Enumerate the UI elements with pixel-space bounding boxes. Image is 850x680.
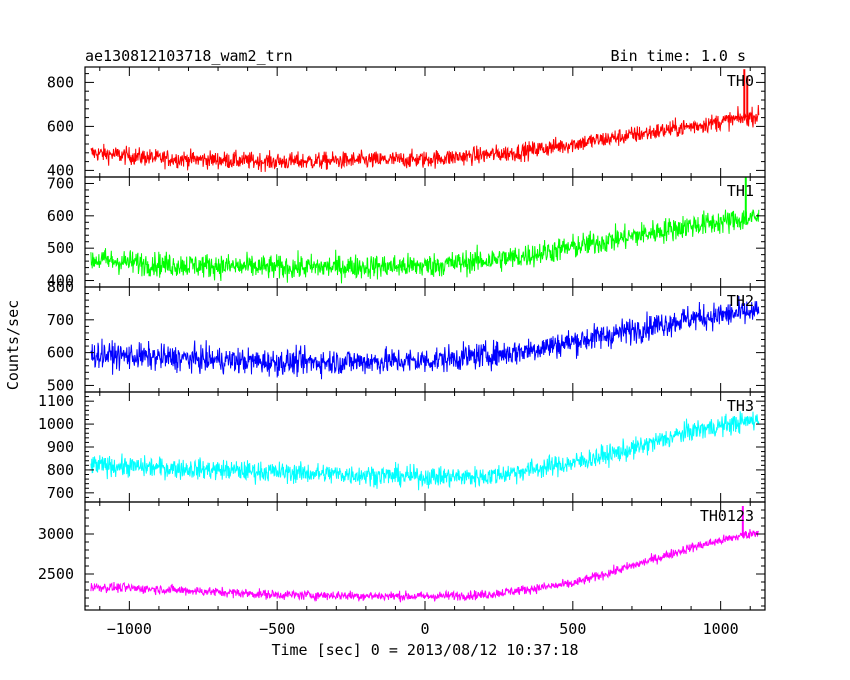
- panel-frame: [84, 391, 766, 503]
- series-line-th0123: [90, 529, 760, 603]
- panels-group: 400 600 800 TH0 400 500 600 700 TH1 500 600 700 800 T…: [38, 66, 766, 638]
- y-tick-label: 1100: [38, 392, 74, 410]
- x-tick-label: −1000: [107, 620, 152, 638]
- y-tick-label: 400: [47, 272, 74, 290]
- x-axis-label: Time [sec] 0 = 2013/08/12 10:37:18: [271, 641, 578, 659]
- y-tick-label: 3000: [38, 525, 74, 543]
- y-tick-label: 800: [47, 73, 74, 91]
- y-tick-label: 700: [47, 174, 74, 192]
- y-tick-label: 600: [47, 344, 74, 362]
- panel-label: TH2: [727, 292, 754, 310]
- panel-frame: [84, 286, 766, 393]
- panel-th0: 400 600 800 TH0: [47, 66, 766, 179]
- series-line-th1: [90, 209, 760, 284]
- x-tick-label: 0: [420, 620, 429, 638]
- panel-th3: 700 800 900 1000 1100 TH3: [38, 391, 766, 503]
- panel-label: TH0123: [700, 507, 754, 525]
- panel-th2: 500 600 700 800 TH2: [47, 278, 766, 394]
- panel-th0123: 2500 3000 TH0123 −1000 −500 0 500 1000: [38, 501, 766, 638]
- y-tick-label: 900: [47, 438, 74, 456]
- y-tick-label: 700: [47, 484, 74, 502]
- panel-label: TH0: [727, 72, 754, 90]
- y-tick-label: 700: [47, 311, 74, 329]
- y-tick-label: 800: [47, 278, 74, 296]
- x-tick-label: −500: [259, 620, 295, 638]
- y-tick-label: 400: [47, 161, 74, 179]
- panel-label: TH3: [727, 397, 754, 415]
- y-tick-label: 600: [47, 207, 74, 225]
- chart-title: ae130812103718_wam2_trn: [85, 47, 293, 65]
- x-tick-label: 500: [559, 620, 586, 638]
- y-tick-label: 500: [47, 239, 74, 257]
- y-tick-label: 2500: [38, 565, 74, 583]
- series-line-th0: [90, 104, 760, 173]
- y-axis-label: Counts/sec: [4, 300, 22, 390]
- y-tick-label: 800: [47, 461, 74, 479]
- y-tick-label: 500: [47, 376, 74, 394]
- x-tick-label: 1000: [703, 620, 739, 638]
- series-line-th2: [90, 295, 760, 380]
- y-tick-label: 600: [47, 117, 74, 135]
- y-tick-label: 1000: [38, 415, 74, 433]
- panel-th1: 400 500 600 700 TH1: [47, 174, 766, 290]
- chart-subtitle: Bin time: 1.0 s: [611, 47, 746, 65]
- series-line-th3: [90, 411, 760, 491]
- panel-label: TH1: [727, 182, 754, 200]
